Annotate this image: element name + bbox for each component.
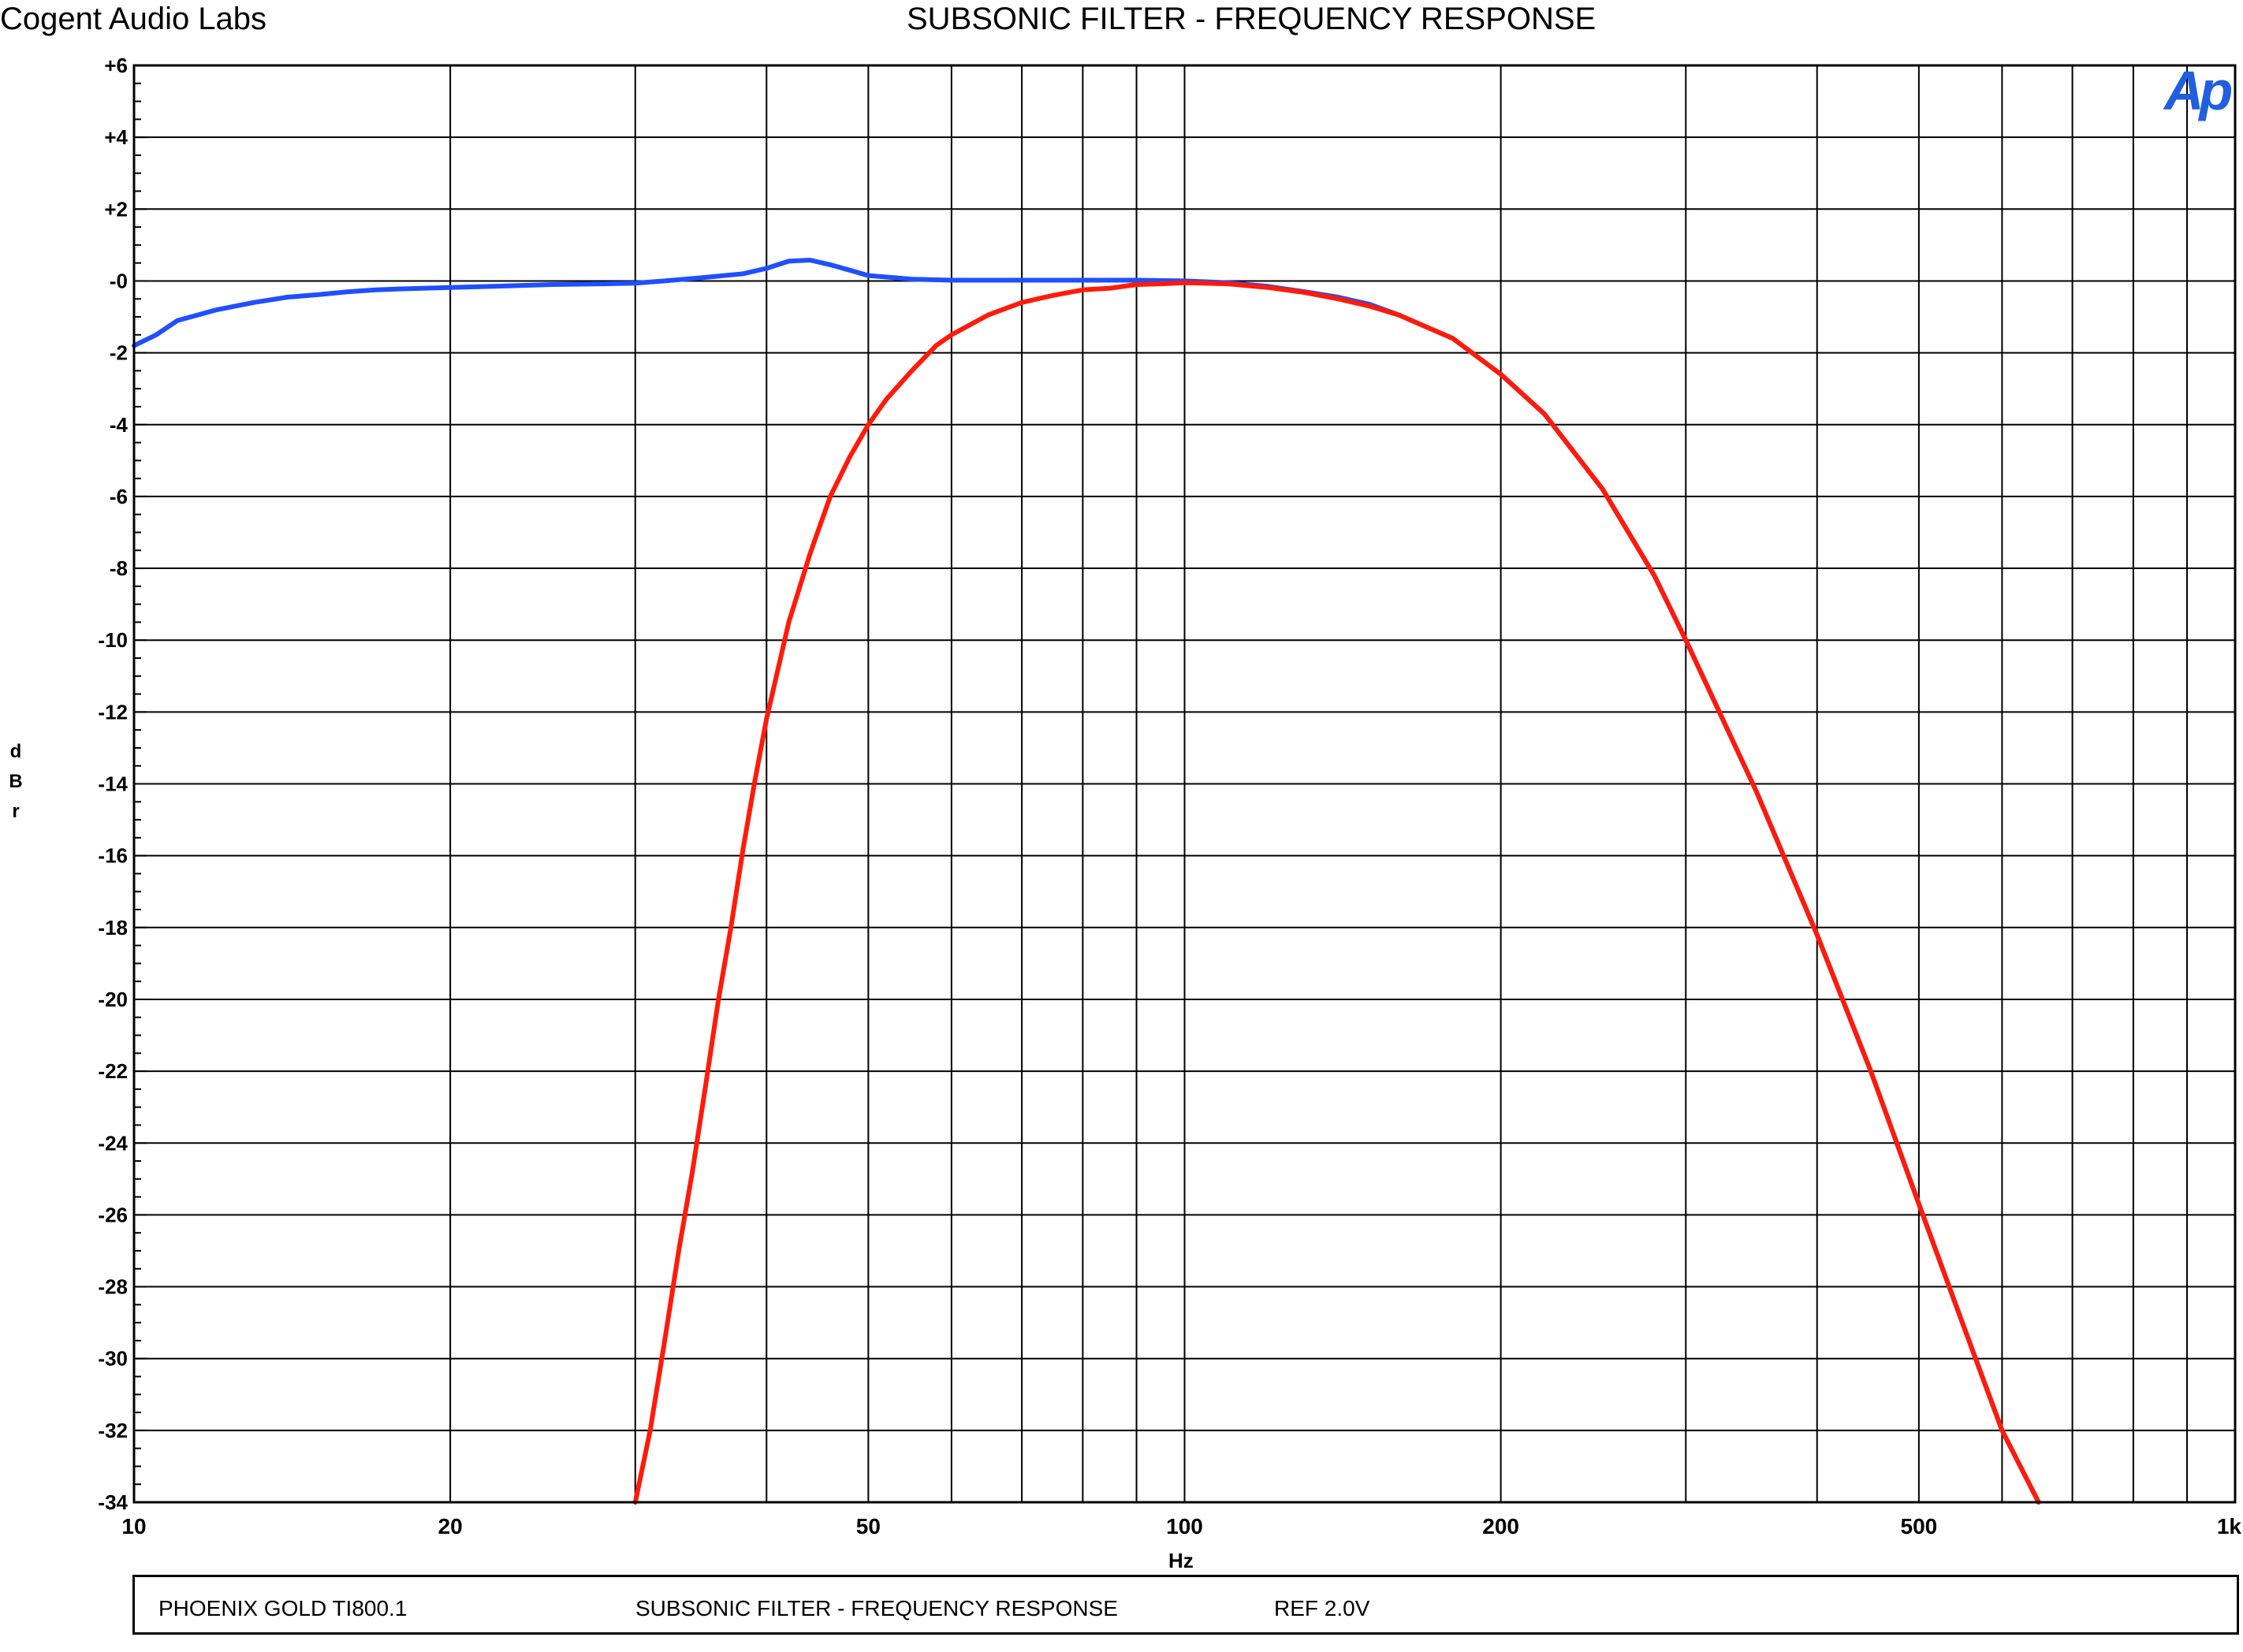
audio-precision-logo: Ap <box>2164 60 2233 121</box>
y-tick-label: -30 <box>98 1347 128 1371</box>
y-tick-labels: +6 +4 +2 -0 -2 -4 -6 -8 -10 -12 -14 -16 -18 -20 -22 -24… <box>98 54 128 1514</box>
y-tick-label: -8 <box>110 556 128 580</box>
footer-device: PHOENIX GOLD TI800.1 <box>158 1596 408 1620</box>
x-tick-label: 500 <box>1901 1514 1938 1539</box>
series-lines <box>132 258 2041 1505</box>
y-tick-label: +6 <box>104 54 128 77</box>
x-tick-label: 20 <box>438 1514 463 1539</box>
y-tick-label: -0 <box>110 269 128 292</box>
y-axis-label-r: r <box>12 801 20 822</box>
y-tick-label: -6 <box>110 485 128 508</box>
footer-reference: REF 2.0V <box>1274 1596 1370 1620</box>
company-name: Cogent Audio Labs <box>0 2 267 36</box>
y-tick-label: -18 <box>98 916 128 939</box>
x-axis-label: Hz <box>1168 1549 1194 1572</box>
x-tick-label: 200 <box>1482 1514 1519 1539</box>
footer-info-box: PHOENIX GOLD TI800.1 SUBSONIC FILTER - F… <box>132 1575 2239 1635</box>
y-tick-label: -14 <box>98 772 128 796</box>
plot-frame <box>132 64 2237 1504</box>
y-minor-ticks <box>134 65 147 1503</box>
y-tick-label: -10 <box>98 628 128 652</box>
y-tick-label: -26 <box>98 1203 128 1226</box>
x-tick-label: 100 <box>1166 1514 1203 1539</box>
y-axis-label-d: d <box>9 741 22 762</box>
y-tick-label: -20 <box>98 988 128 1011</box>
y-tick-label: -12 <box>98 700 128 724</box>
y-tick-label: -24 <box>98 1131 128 1155</box>
footer-title: SUBSONIC FILTER - FREQUENCY RESPONSE <box>635 1596 1118 1620</box>
y-tick-label: -4 <box>110 413 129 437</box>
chart-title: SUBSONIC FILTER - FREQUENCY RESPONSE <box>907 2 1597 36</box>
y-tick-label: -2 <box>110 341 128 365</box>
series-line-blue <box>132 258 2041 1505</box>
x-tick-label: 1k <box>2217 1514 2242 1539</box>
y-axis-label-b: B <box>9 771 23 792</box>
y-tick-label: -32 <box>98 1419 128 1442</box>
y-tick-label: +4 <box>104 125 128 149</box>
y-tick-label: -34 <box>98 1490 128 1514</box>
x-tick-label: 10 <box>121 1514 146 1539</box>
y-tick-label: -22 <box>98 1059 128 1083</box>
x-tick-labels: 10 20 50 100 200 500 1k <box>121 1514 2241 1539</box>
series-line-red <box>632 280 2041 1505</box>
y-tick-label: +2 <box>104 197 128 221</box>
y-tick-label: -16 <box>98 844 128 868</box>
x-tick-label: 50 <box>856 1514 881 1539</box>
y-tick-label: -28 <box>98 1275 128 1299</box>
